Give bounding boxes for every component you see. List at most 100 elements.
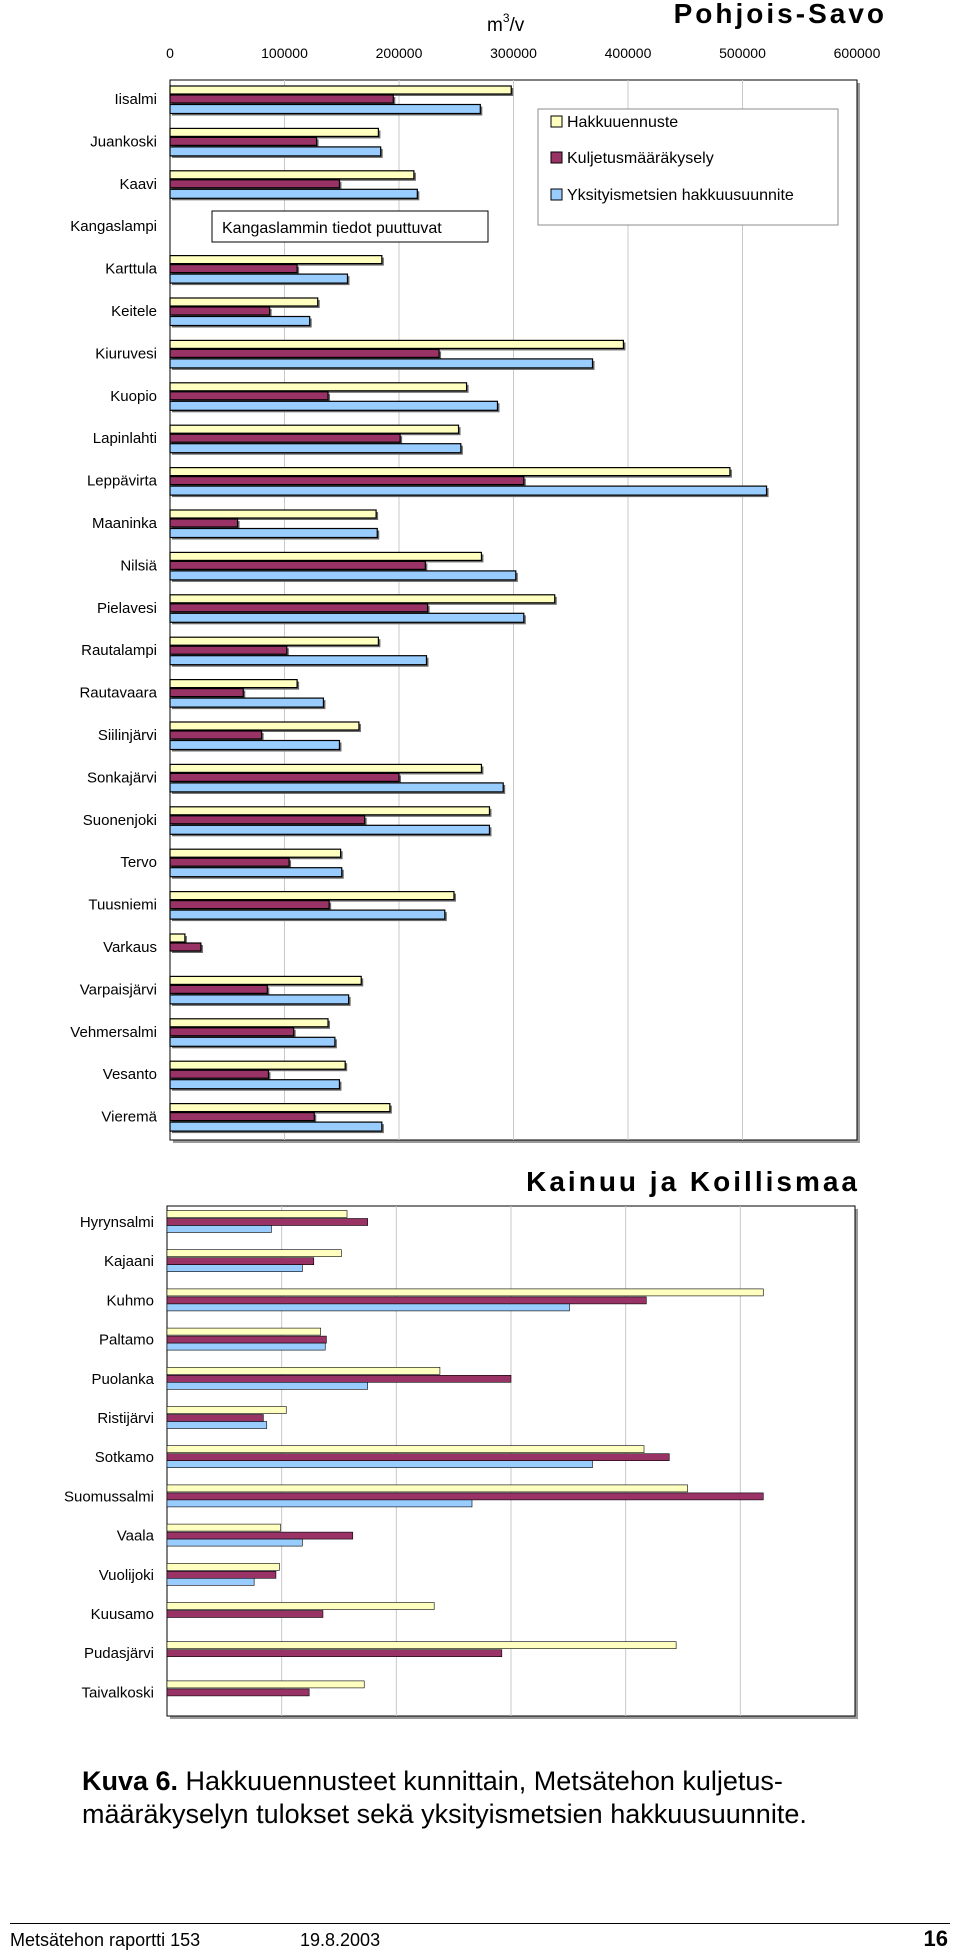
bar-hakkuuennuste-nilsiä	[169, 551, 483, 562]
bar-hakkuuennuste-ristijärvi	[166, 1406, 287, 1414]
chart-title: Pohjois-Savo	[674, 0, 887, 29]
bar-yksityismetsien-hakkuusuunnite-sotkamo	[166, 1460, 593, 1468]
category-label-vuolijoki: Vuolijoki	[99, 1567, 154, 1584]
footer-report: Metsätehon raportti 153	[10, 1930, 201, 1950]
category-label-juankoski: Juankoski	[90, 133, 157, 150]
bar-kuljetusmääräkysely-vieremä	[169, 1111, 315, 1122]
category-label-iisalmi: Iisalmi	[114, 91, 157, 108]
category-label-varpaisjärvi: Varpaisjärvi	[80, 981, 157, 998]
bar-kuljetusmääräkysely-keitele	[169, 306, 271, 316]
category-label-vehmersalmi: Vehmersalmi	[70, 1024, 157, 1041]
bar-kuljetusmääräkysely-kuusamo	[166, 1610, 324, 1618]
bar-hakkuuennuste-puolanka	[166, 1367, 441, 1375]
category-label-kiuruvesi: Kiuruvesi	[95, 345, 157, 362]
x-tick-label: 100000	[261, 45, 308, 61]
category-label-kuhmo: Kuhmo	[106, 1292, 154, 1309]
category-label-vesanto: Vesanto	[103, 1066, 157, 1083]
x-tick-label: 200000	[376, 45, 423, 61]
bar-yksityismetsien-hakkuusuunnite-juankoski	[169, 146, 382, 157]
bar-hakkuuennuste-hyrynsalmi	[166, 1210, 348, 1218]
bar-kuljetusmääräkysely-vaala	[166, 1531, 354, 1540]
bar-yksityismetsien-hakkuusuunnite-varpaisjärvi	[169, 994, 350, 1005]
category-label-vieremä: Vieremä	[101, 1109, 157, 1126]
legend-label: Yksityismetsien hakkuusuunnite	[567, 187, 794, 204]
bar-hakkuuennuste-rautavaara	[169, 678, 298, 689]
bar-kuljetusmääräkysely-hyrynsalmi	[166, 1218, 368, 1226]
category-label-rautavaara: Rautavaara	[79, 685, 157, 702]
legend-swatch	[550, 151, 563, 164]
bar-hakkuuennuste-kuopio	[169, 382, 468, 392]
category-label-taivalkoski: Taivalkoski	[81, 1684, 154, 1701]
bar-kuljetusmääräkysely-karttula	[169, 264, 298, 274]
bar-hakkuuennuste-taivalkoski	[166, 1680, 365, 1689]
bar-hakkuuennuste-suonenjoki	[169, 806, 491, 816]
bar-yksityismetsien-hakkuusuunnite-maaninka	[169, 527, 378, 539]
bar-yksityismetsien-hakkuusuunnite-ristijärvi	[166, 1421, 268, 1429]
bar-yksityismetsien-hakkuusuunnite-kaavi	[169, 188, 418, 199]
bar-yksityismetsien-hakkuusuunnite-siilinjärvi	[169, 739, 341, 751]
bar-kuljetusmääräkysely-varkaus	[169, 942, 202, 952]
bar-kuljetusmääräkysely-ristijärvi	[166, 1414, 264, 1422]
x-tick-label: 600000	[834, 45, 881, 61]
chart-kainuu-koillismaa: Kainuu ja Koillismaa Hyrynsalmi Kajaani Kuh…	[64, 1166, 860, 1719]
bar-yksityismetsien-hakkuusuunnite-vieremä	[169, 1121, 383, 1132]
bar-hakkuuennuste-lapinlahti	[169, 424, 460, 434]
bar-hakkuuennuste-rautalampi	[169, 636, 379, 646]
chart-title: Kainuu ja Koillismaa	[526, 1166, 860, 1197]
bar-hakkuuennuste-siilinjärvi	[169, 721, 360, 731]
bar-kuljetusmääräkysely-sotkamo	[166, 1453, 670, 1461]
legend-label: Hakkuuennuste	[567, 114, 678, 131]
x-tick-label: 0	[166, 45, 174, 61]
bar-kuljetusmääräkysely-nilsiä	[169, 560, 426, 571]
bar-kuljetusmääräkysely-sonkajärvi	[169, 772, 400, 783]
bar-hakkuuennuste-kuhmo	[166, 1288, 764, 1297]
unit-label: m3/v	[487, 11, 525, 36]
bar-yksityismetsien-hakkuusuunnite-rautavaara	[169, 697, 325, 708]
bar-kuljetusmääräkysely-vehmersalmi	[169, 1027, 295, 1037]
bar-kuljetusmääräkysely-lapinlahti	[169, 433, 401, 443]
category-label-vaala: Vaala	[117, 1528, 155, 1545]
bar-yksityismetsien-hakkuusuunnite-keitele	[169, 315, 311, 327]
category-label-kuopio: Kuopio	[110, 388, 157, 405]
category-label-lapinlahti: Lapinlahti	[93, 430, 157, 447]
bar-kuljetusmääräkysely-rautalampi	[169, 645, 288, 655]
category-label-keitele: Keitele	[111, 303, 157, 320]
figure-caption: Kuva 6. Hakkuuennusteet kunnittain, Mets…	[82, 1765, 902, 1831]
bar-yksityismetsien-hakkuusuunnite-vaala	[166, 1538, 303, 1547]
bar-hakkuuennuste-sotkamo	[166, 1445, 645, 1453]
bar-kuljetusmääräkysely-suomussalmi	[166, 1492, 764, 1501]
annotation-box	[211, 210, 489, 243]
bar-hakkuuennuste-kaavi	[169, 170, 415, 180]
bar-hakkuuennuste-vaala	[166, 1523, 281, 1532]
legend-swatch	[550, 188, 563, 201]
bar-yksityismetsien-hakkuusuunnite-rautalampi	[169, 655, 428, 666]
category-label-maaninka: Maaninka	[92, 515, 158, 532]
bar-yksityismetsien-hakkuusuunnite-pielavesi	[169, 612, 525, 623]
category-label-siilinjärvi: Siilinjärvi	[98, 727, 157, 744]
caption-text: Hakkuuennusteet kunnittain, Metsätehon k…	[82, 1766, 807, 1829]
bar-kuljetusmääräkysely-tuusniemi	[169, 899, 330, 910]
category-label-suonenjoki: Suonenjoki	[83, 812, 157, 829]
category-label-kaavi: Kaavi	[119, 176, 157, 193]
footer-date: 19.8.2003	[300, 1930, 381, 1950]
x-tick-label: 400000	[605, 45, 652, 61]
bar-yksityismetsien-hakkuusuunnite-iisalmi	[169, 103, 481, 115]
bar-kuljetusmääräkysely-siilinjärvi	[169, 730, 263, 740]
category-label-leppävirta: Leppävirta	[87, 473, 158, 490]
bar-yksityismetsien-hakkuusuunnite-kajaani	[166, 1264, 303, 1272]
bar-yksityismetsien-hakkuusuunnite-puolanka	[166, 1382, 368, 1390]
bar-kuljetusmääräkysely-vesanto	[169, 1069, 270, 1079]
bar-kuljetusmääräkysely-kaavi	[169, 179, 341, 189]
bar-yksityismetsien-hakkuusuunnite-tuusniemi	[169, 909, 446, 920]
bar-hakkuuennuste-vehmersalmi	[169, 1018, 329, 1028]
bar-kuljetusmääräkysely-iisalmi	[169, 94, 394, 104]
bar-kuljetusmääräkysely-vuolijoki	[166, 1571, 277, 1579]
bar-hakkuuennuste-pudasjärvi	[166, 1641, 677, 1649]
category-label-pielavesi: Pielavesi	[97, 600, 157, 617]
bar-hakkuuennuste-leppävirta	[169, 467, 731, 477]
caption-label: Kuva 6.	[82, 1766, 179, 1796]
category-label-sotkamo: Sotkamo	[95, 1449, 154, 1466]
category-label-karttula: Karttula	[105, 261, 157, 278]
bar-kuljetusmääräkysely-varpaisjärvi	[169, 984, 268, 995]
